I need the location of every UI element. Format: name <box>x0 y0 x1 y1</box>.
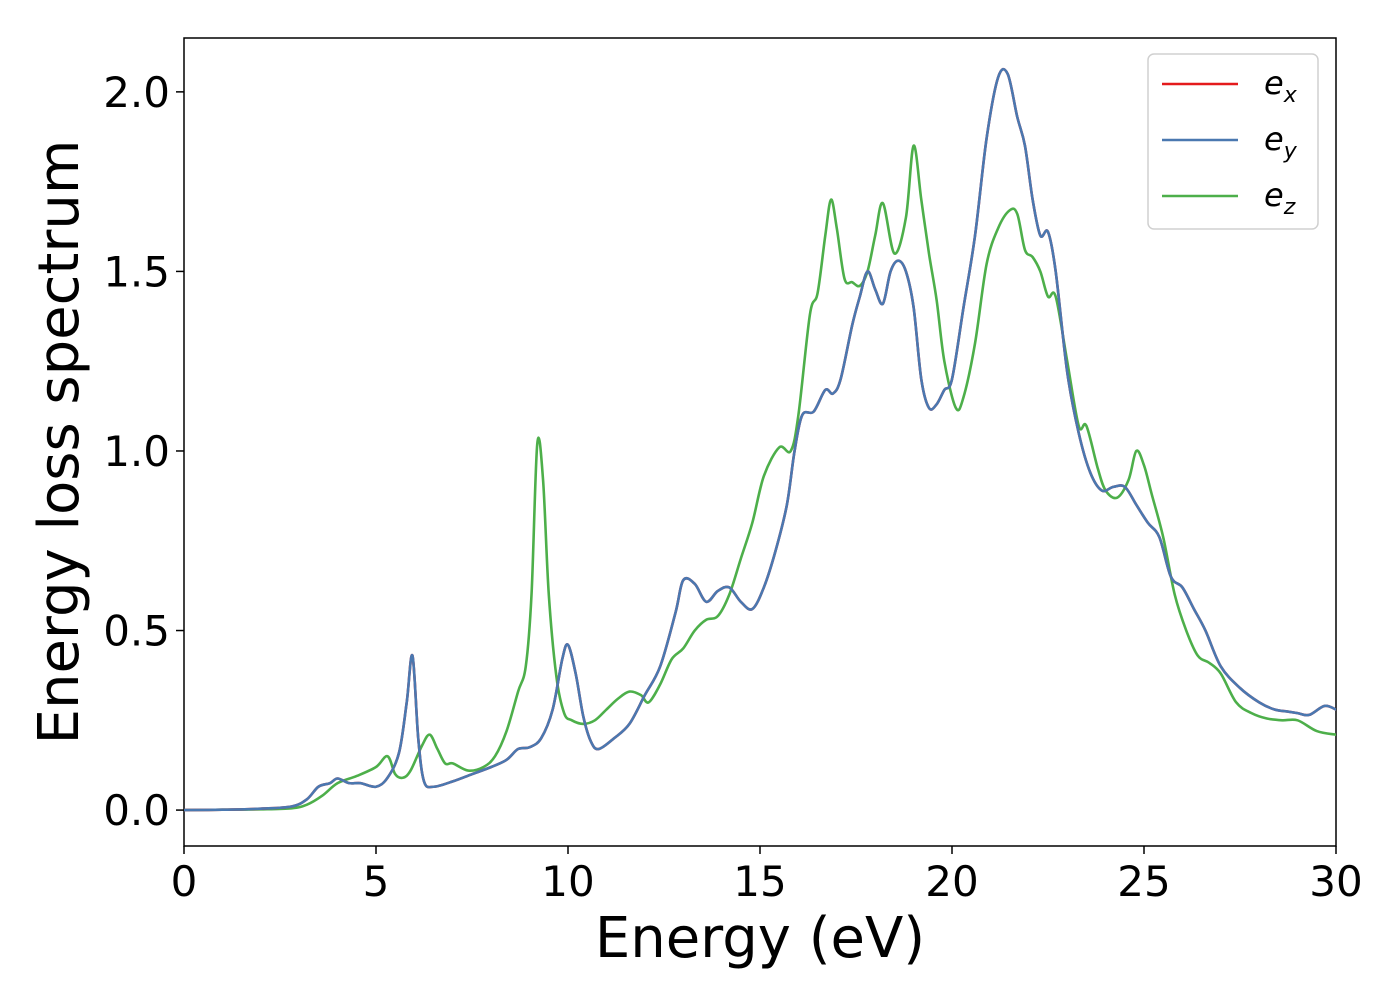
x-tick-label: 15 <box>733 857 786 906</box>
x-tick-label: 5 <box>363 857 390 906</box>
x-tick-label: 20 <box>925 857 978 906</box>
y-axis: 0.0 0.5 1.0 1.5 2.0 <box>103 68 184 835</box>
x-axis: 0 5 10 15 20 25 30 <box>171 846 1363 906</box>
legend-label-x: ex <box>1264 64 1298 108</box>
y-tick-label: 0.5 <box>103 607 170 656</box>
y-tick-label: 1.0 <box>103 427 170 476</box>
y-axis-title: Energy loss spectrum <box>27 140 92 745</box>
series-line-y <box>184 67 1336 812</box>
legend: ex ey ez <box>1147 53 1319 230</box>
series-line-z <box>184 144 1336 812</box>
legend-label-y: ey <box>1264 120 1298 164</box>
series-layer <box>184 67 1336 812</box>
x-tick-label: 10 <box>541 857 594 906</box>
y-tick-label: 2.0 <box>103 68 170 117</box>
x-tick-label: 25 <box>1117 857 1170 906</box>
legend-label-z: ez <box>1264 176 1296 220</box>
legend-box <box>1147 53 1319 230</box>
plot-area <box>183 37 1337 847</box>
y-tick-label: 0.0 <box>103 786 170 835</box>
x-axis-title: Energy (eV) <box>595 906 925 971</box>
y-tick-label: 1.5 <box>103 247 170 296</box>
x-tick-label: 30 <box>1309 857 1362 906</box>
x-tick-label: 0 <box>171 857 198 906</box>
